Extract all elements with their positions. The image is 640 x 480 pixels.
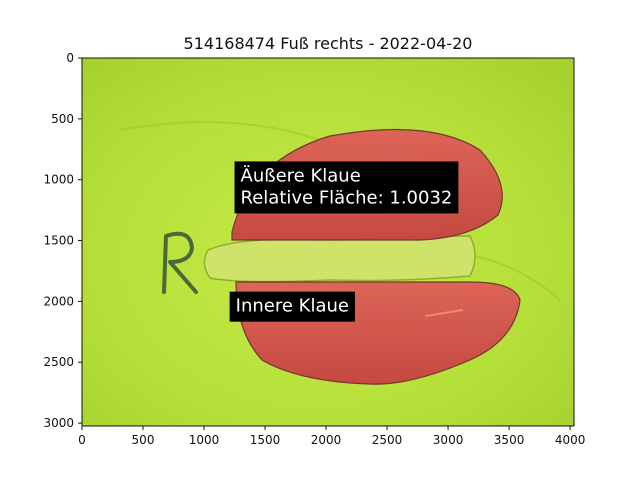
annotation-text: Äußere Klaue: [241, 165, 361, 186]
x-axis: 0 500 1000 1500 2000 2500 3000 3500 4000: [78, 426, 585, 447]
x-tick-label: 3000: [433, 433, 464, 447]
x-tick-label: 1500: [250, 433, 281, 447]
y-tick-label: 3000: [43, 416, 74, 430]
annotation-box: Innere Klaue: [229, 291, 355, 322]
annotation-text: Innere Klaue: [236, 296, 349, 317]
fabric-fold: [119, 121, 321, 141]
x-tick-label: 2000: [311, 433, 342, 447]
y-tick-label: 500: [51, 112, 74, 126]
chart-title: 514168474 Fuß rechts - 2022-04-20: [184, 34, 473, 53]
x-tick-label: 500: [132, 433, 155, 447]
fabric-fold: [469, 254, 561, 301]
y-tick-label: 1000: [43, 173, 74, 187]
y-tick-label: 0: [66, 51, 74, 65]
x-tick-label: 4000: [555, 433, 586, 447]
plot-frame: [81, 57, 575, 427]
connecting-tissue: [203, 235, 476, 283]
annotation-background: [229, 291, 355, 322]
x-tick-label: 2500: [372, 433, 403, 447]
x-tick-label: 3500: [494, 433, 525, 447]
y-tick-label: 2000: [43, 294, 74, 308]
y-axis: 0 500 1000 1500 2000 2500 3000: [43, 51, 82, 430]
handwritten-mark: [162, 231, 198, 294]
y-tick-label: 2500: [43, 355, 74, 369]
annotation-text: Relative Fläche: 1.0032: [241, 187, 453, 208]
annotation-background: [234, 161, 459, 214]
x-tick-label: 1000: [189, 433, 220, 447]
inner-claw-detail: [425, 309, 463, 317]
y-tick-label: 1500: [43, 234, 74, 248]
x-tick-label: 0: [78, 433, 86, 447]
